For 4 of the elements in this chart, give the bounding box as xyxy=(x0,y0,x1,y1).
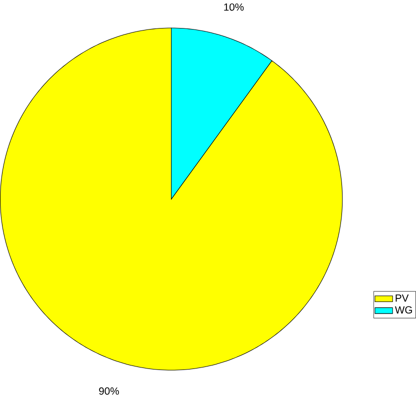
data-label: 10% xyxy=(224,3,244,11)
data-label: 90% xyxy=(99,387,119,395)
legend-label: PV xyxy=(396,294,409,302)
legend-label: WG xyxy=(394,306,412,314)
